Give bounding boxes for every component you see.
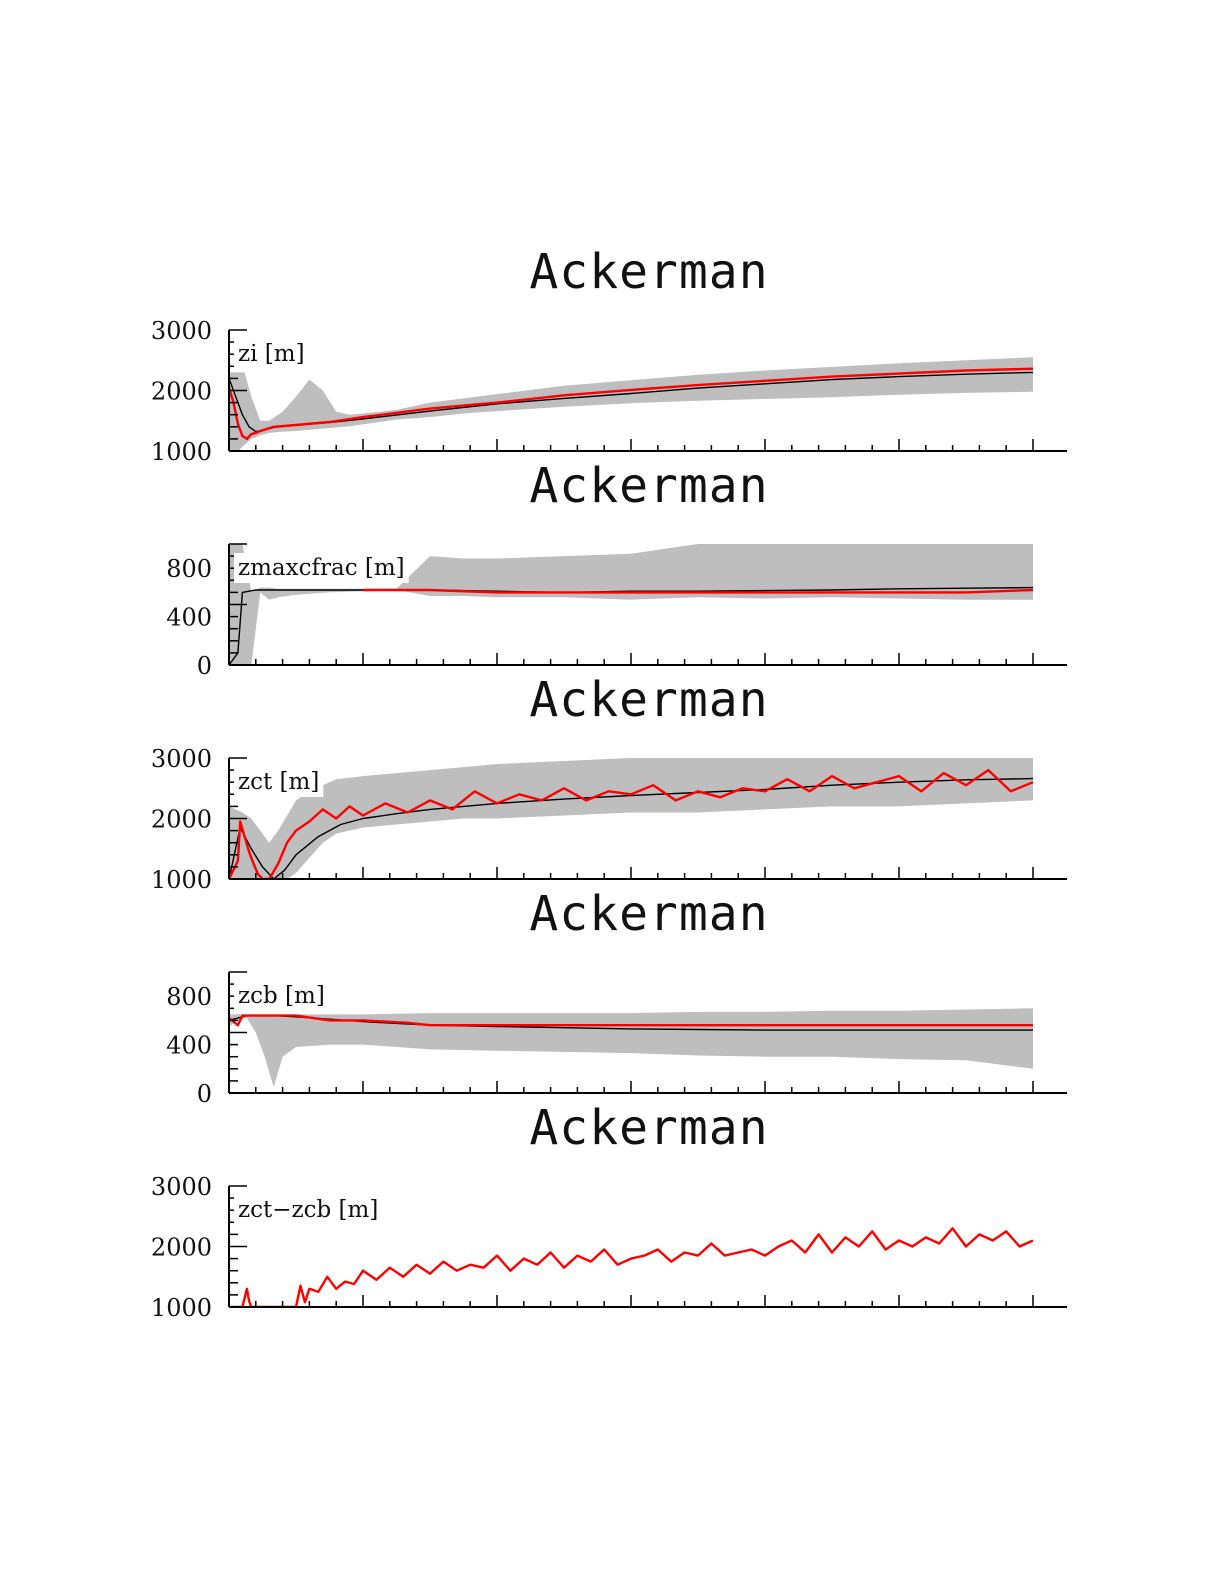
panel-data: [229, 357, 1033, 451]
variable-label: zct−zcb [m]: [238, 1197, 378, 1223]
panel-title: Ackerman: [529, 886, 768, 942]
y-tick-label: 3000: [151, 317, 212, 345]
y-tick-label: 1000: [151, 866, 212, 894]
panel-3: Ackerman 3000 2000 1000 zct [m]: [151, 672, 1067, 894]
panel-2: Ackerman 800 400 0 zmaxcfrac [m]: [166, 458, 1067, 680]
y-tick-label: 3000: [151, 745, 212, 773]
y-tick-label: 400: [166, 1032, 212, 1060]
variable-label: zi [m]: [238, 341, 305, 367]
panel-title: Ackerman: [529, 244, 768, 300]
variable-label: zcb [m]: [238, 983, 325, 1009]
variable-label: zmaxcfrac [m]: [238, 555, 405, 581]
panel-title: Ackerman: [529, 672, 768, 728]
panel-data: [229, 758, 1033, 879]
y-tick-label: 400: [166, 604, 212, 632]
y-tick-label: 0: [197, 652, 212, 680]
series-range-band: [229, 357, 1033, 451]
y-tick-label: 3000: [151, 1173, 212, 1201]
variable-label: zct [m]: [238, 769, 319, 795]
y-tick-label: 1000: [151, 1294, 212, 1322]
y-tick-label: 0: [197, 1080, 212, 1108]
y-tick-label: 1000: [151, 438, 212, 466]
y-tick-label: 2000: [151, 378, 212, 406]
panel-title: Ackerman: [529, 1100, 768, 1156]
y-tick-label: 2000: [151, 806, 212, 834]
y-tick-label: 800: [166, 983, 212, 1011]
panel-4: Ackerman 800 400 0 zcb [m]: [166, 886, 1067, 1108]
panel-5: Ackerman 3000 2000 1000 zct−zcb [m]: [151, 1100, 1067, 1322]
panel-title: Ackerman: [529, 458, 768, 514]
y-tick-label: 800: [166, 555, 212, 583]
y-tick-label: 2000: [151, 1234, 212, 1262]
panel-data: [229, 1008, 1033, 1087]
panel-1: Ackerman 3000 2000 1000 zi [m]: [151, 244, 1067, 466]
series-range-band: [229, 758, 1033, 879]
